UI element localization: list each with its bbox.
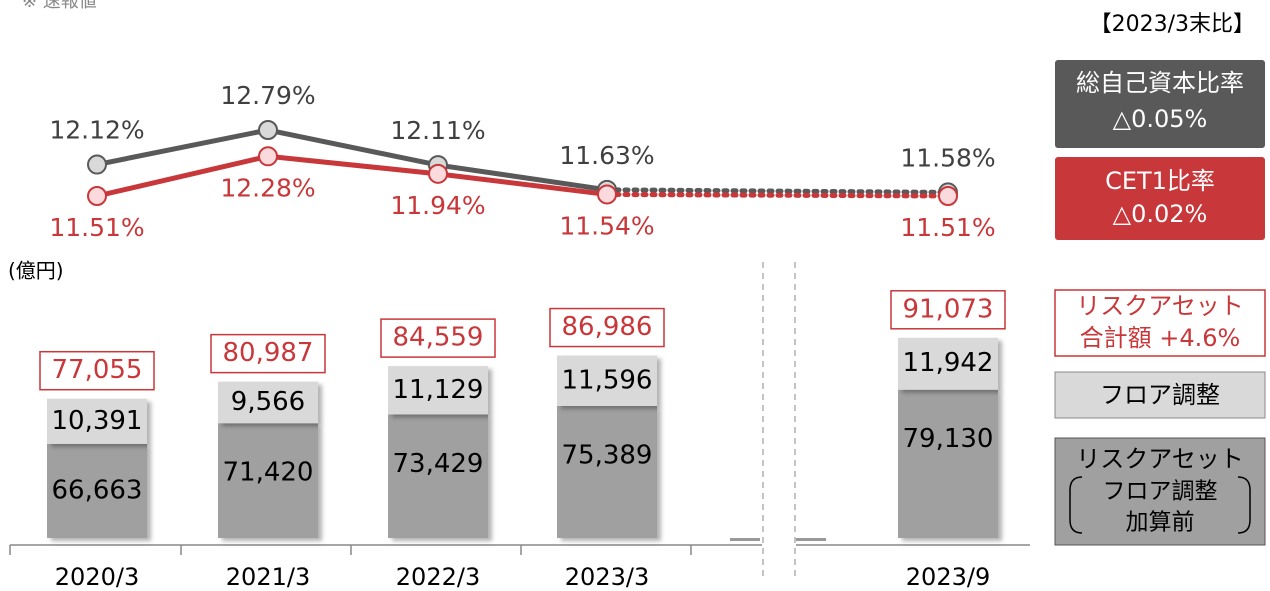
legend-label: CET1比率 [1105,167,1215,195]
bar-label: 79,130 [903,424,994,454]
legend-label: 加算前 [1126,510,1195,536]
x-axis [9,544,1030,555]
line-label: 12.79% [220,81,315,110]
line-series-forecast [604,187,951,195]
line-label: 12.11% [390,116,485,145]
bar-label: 75,389 [562,440,653,470]
legend-label: リスクアセット [1076,292,1244,320]
total-label: 84,559 [393,323,484,353]
line-label: 11.51% [900,213,995,242]
total-label: 91,073 [903,294,994,324]
total-box [380,318,496,358]
legend-label: リスクアセット [1076,445,1244,473]
x-tick-label: 2023/3 [565,563,649,591]
legend-label: 合計額 +4.6% [1080,324,1241,352]
x-tick-label: 2021/3 [226,563,310,591]
bar-floor [388,366,488,415]
bar-floor [557,355,657,406]
bar-label: 11,129 [393,375,484,405]
total-box [549,307,665,348]
bar-floor [898,337,998,390]
line-marker [428,163,448,184]
total-label: 77,055 [52,355,143,385]
x-tick-label: 2020/3 [55,563,139,591]
x-tick-label: 2023/9 [906,563,990,591]
legend-box [1054,289,1266,357]
axis-stub [730,538,760,541]
axis-stub [796,538,826,541]
legend-label: 総自己資本比率 [1076,69,1244,97]
total-box [890,290,1006,330]
bar-label: 11,942 [903,348,994,378]
line-label: 11.54% [559,211,654,240]
legend-label: △0.05% [1113,105,1208,133]
legend-box [1055,60,1265,148]
line-label: 11.58% [900,143,995,172]
legend-box [1055,157,1265,240]
bar-label: 73,429 [393,449,484,479]
line-series [96,127,608,193]
total-label: 86,986 [562,312,653,342]
line-label: 12.28% [220,173,315,202]
unit-label: (億円) [8,259,64,283]
bar-base [557,405,657,538]
legend-label: △0.02% [1113,200,1208,228]
bar-label: 71,420 [223,458,314,488]
bar-label: 66,663 [52,475,143,505]
note: ※ 速報値 [22,0,97,12]
comparison-title: 【2023/3末比】 [1090,12,1255,37]
line-marker [258,146,278,167]
line-marker [87,154,107,175]
total-box [210,333,326,374]
bar-base [47,443,147,538]
line-label: 11.63% [559,141,654,170]
line-label: 12.12% [49,116,144,145]
line-label: 11.51% [49,213,144,242]
line-marker [87,186,107,206]
total-label: 80,987 [223,338,314,368]
legend-box [1054,437,1266,546]
line-marker [258,120,278,140]
bar-base [218,423,318,538]
bar-base [898,389,998,538]
bar-base [388,414,488,538]
total-box [39,350,155,391]
bar-label: 9,566 [231,387,305,417]
line-label: 11.94% [390,191,485,220]
line-marker [938,186,958,206]
line-marker [597,184,617,205]
legend-label: フロア調整 [1100,381,1220,409]
legend-box [1054,371,1266,419]
bracket [1069,476,1251,534]
line-series-forecast [604,191,951,199]
line-series [96,153,608,199]
x-tick-label: 2022/3 [396,563,480,591]
bar-floor [47,398,147,444]
bar-label: 11,596 [562,365,653,395]
bar-label: 10,391 [52,406,143,436]
legend-label: フロア調整 [1103,479,1218,505]
bar-floor [218,381,318,424]
